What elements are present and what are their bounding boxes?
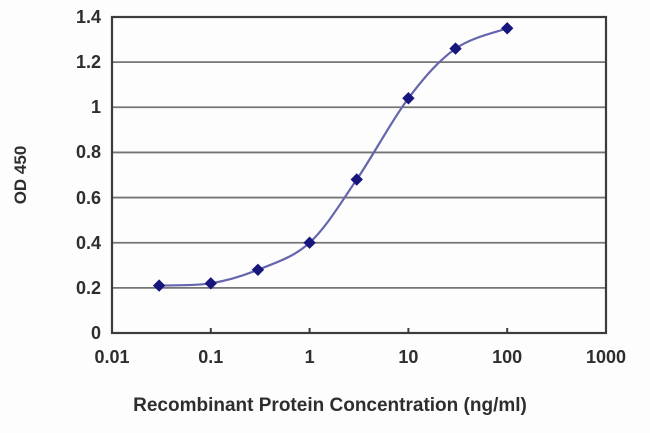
y-tick-label: 1.2 — [75, 52, 101, 73]
data-point-marker — [204, 277, 218, 290]
y-tick-label: 0.4 — [75, 232, 101, 253]
x-tick-label: 0.01 — [94, 347, 130, 367]
x-axis-title: Recombinant Protein Concentration (ng/ml… — [133, 395, 527, 416]
x-tick-label: 1 — [304, 347, 315, 367]
x-tick-label: 0.1 — [198, 347, 224, 367]
y-axis-title: OD 450 — [11, 145, 30, 205]
data-point-marker — [402, 92, 415, 105]
series-line — [158, 27, 509, 287]
y-tick-label: 0.2 — [75, 277, 101, 298]
x-tick-label: 100 — [492, 347, 523, 367]
data-point-marker — [152, 279, 166, 292]
data-point-marker — [500, 22, 514, 35]
data-point-marker — [303, 236, 316, 249]
y-tick-label: 0.8 — [75, 142, 101, 163]
data-point-marker — [251, 263, 265, 277]
data-point-marker — [350, 173, 363, 186]
data-point-marker — [449, 42, 462, 55]
x-tick-label: 10 — [398, 347, 419, 367]
y-tick-label: 1.4 — [75, 7, 101, 27]
plot-frame — [110, 15, 608, 335]
x-tick-label: 1000 — [585, 347, 627, 367]
y-tick-label: 0 — [90, 323, 101, 343]
y-tick-label: 0.6 — [75, 187, 101, 208]
y-tick-label: 1 — [90, 97, 101, 118]
